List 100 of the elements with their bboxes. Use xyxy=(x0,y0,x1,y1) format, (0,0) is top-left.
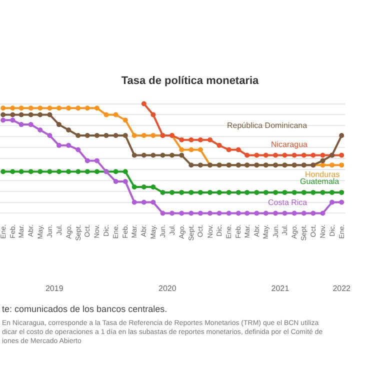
point xyxy=(254,190,260,195)
point xyxy=(76,106,81,111)
point xyxy=(179,147,184,152)
series-label: Honduras xyxy=(305,170,340,179)
point xyxy=(56,122,62,128)
point xyxy=(292,152,297,158)
chart-title: Tasa de política monetaria xyxy=(121,74,260,87)
point xyxy=(330,200,335,205)
point xyxy=(198,137,203,142)
point xyxy=(330,190,335,195)
point xyxy=(94,169,100,174)
point xyxy=(84,169,90,174)
point xyxy=(254,152,260,158)
point xyxy=(188,147,194,152)
x2-tick-label: 2022 xyxy=(332,284,352,294)
point xyxy=(263,210,268,216)
point xyxy=(94,133,100,138)
point xyxy=(84,106,90,111)
point xyxy=(47,106,52,111)
point xyxy=(56,106,62,111)
point xyxy=(236,190,241,195)
point xyxy=(216,142,222,148)
point xyxy=(188,190,194,195)
point xyxy=(310,152,316,158)
point xyxy=(216,190,222,195)
point xyxy=(216,210,222,216)
point xyxy=(10,169,16,174)
point xyxy=(188,137,194,142)
point xyxy=(179,137,184,142)
point xyxy=(38,128,43,133)
point xyxy=(28,122,34,128)
point xyxy=(76,169,81,174)
point xyxy=(244,210,250,216)
point xyxy=(320,210,326,216)
point xyxy=(236,147,241,152)
point xyxy=(122,178,128,184)
point xyxy=(301,190,306,195)
point xyxy=(188,210,194,216)
point xyxy=(263,152,268,158)
point xyxy=(150,152,156,158)
point xyxy=(208,210,213,216)
point xyxy=(226,147,232,152)
point xyxy=(18,106,24,111)
point xyxy=(254,210,260,216)
point xyxy=(47,133,52,138)
point xyxy=(339,162,344,168)
point xyxy=(330,162,335,168)
point xyxy=(18,122,24,128)
point xyxy=(47,169,52,174)
point xyxy=(38,106,43,111)
text: República Dominicana xyxy=(227,121,308,130)
point xyxy=(339,200,344,205)
point xyxy=(66,169,72,174)
point xyxy=(10,112,16,118)
point xyxy=(122,118,128,123)
point xyxy=(273,152,278,158)
point xyxy=(263,190,268,195)
point xyxy=(10,106,16,111)
point xyxy=(56,142,62,148)
point xyxy=(170,190,175,195)
point xyxy=(282,152,288,158)
point xyxy=(84,133,90,138)
point xyxy=(66,128,72,133)
x2-tick-label: 2021 xyxy=(271,284,290,294)
point xyxy=(141,101,146,106)
point xyxy=(282,190,288,195)
x2-tick-label: 2019 xyxy=(45,284,64,294)
point xyxy=(0,106,6,111)
point xyxy=(208,137,213,142)
point xyxy=(113,178,118,184)
point xyxy=(226,210,232,216)
point xyxy=(226,190,232,195)
point xyxy=(0,112,6,118)
point xyxy=(160,152,166,158)
point xyxy=(320,162,326,168)
point xyxy=(0,118,6,123)
point xyxy=(66,142,72,148)
point xyxy=(320,152,326,158)
point xyxy=(301,210,306,216)
point xyxy=(132,133,137,138)
point xyxy=(179,190,184,195)
point xyxy=(179,152,184,158)
point xyxy=(310,190,316,195)
point xyxy=(76,147,81,152)
point xyxy=(236,210,241,216)
point xyxy=(301,152,306,158)
point xyxy=(66,106,72,111)
point xyxy=(122,133,128,138)
point xyxy=(198,147,203,152)
point xyxy=(10,118,16,123)
point xyxy=(273,190,278,195)
point xyxy=(198,210,203,216)
point xyxy=(113,112,118,118)
point xyxy=(104,133,109,138)
point xyxy=(38,112,43,118)
series-label: Guatemala xyxy=(300,177,340,186)
point xyxy=(113,133,118,138)
point xyxy=(94,106,100,111)
point xyxy=(292,210,297,216)
point xyxy=(28,106,34,111)
